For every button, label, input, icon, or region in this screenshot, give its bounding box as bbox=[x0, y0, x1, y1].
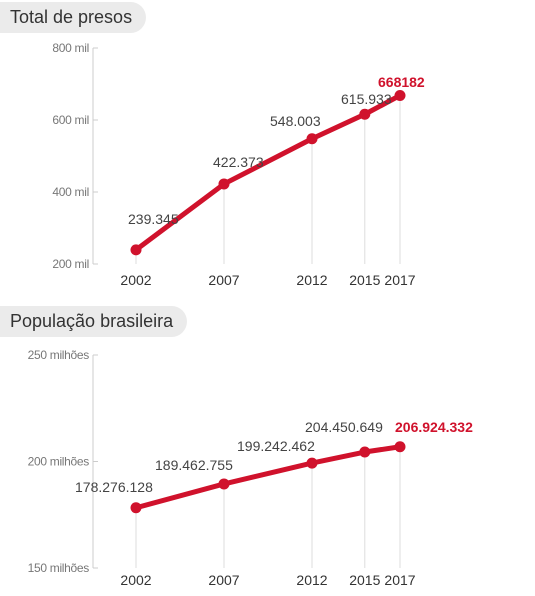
y-tick-label: 200 mil bbox=[52, 257, 89, 271]
data-point bbox=[306, 457, 318, 469]
x-tick-label: 2002 bbox=[120, 272, 151, 288]
data-label: 615.933 bbox=[341, 91, 392, 107]
data-point bbox=[218, 478, 230, 490]
data-label: 204.450.649 bbox=[305, 419, 383, 435]
x-tick-label: 2012 bbox=[296, 272, 327, 288]
data-label: 668182 bbox=[378, 74, 425, 90]
data-point bbox=[218, 178, 230, 190]
x-tick-label: 2017 bbox=[384, 272, 415, 288]
data-label: 422.373 bbox=[213, 154, 264, 170]
data-point bbox=[130, 502, 142, 514]
y-tick-label: 250 milhões bbox=[28, 348, 90, 362]
data-point bbox=[359, 108, 371, 120]
x-tick-label: 2015 bbox=[349, 272, 380, 288]
y-tick-label: 800 mil bbox=[52, 41, 89, 55]
x-tick-label: 2002 bbox=[120, 572, 151, 588]
x-tick-label: 2015 bbox=[349, 572, 380, 588]
x-tick-label: 2007 bbox=[208, 272, 239, 288]
data-point bbox=[394, 441, 406, 453]
data-label: 189.462.755 bbox=[155, 457, 233, 473]
y-tick-label: 400 mil bbox=[52, 185, 89, 199]
data-point bbox=[359, 446, 371, 458]
data-point bbox=[306, 133, 318, 145]
data-label: 199.242.462 bbox=[237, 438, 315, 454]
y-tick-label: 150 milhões bbox=[28, 561, 90, 575]
data-label: 178.276.128 bbox=[75, 479, 153, 495]
y-tick-label: 600 mil bbox=[52, 113, 89, 127]
x-tick-label: 2012 bbox=[296, 572, 327, 588]
data-label: 548.003 bbox=[270, 113, 321, 129]
x-tick-label: 2007 bbox=[208, 572, 239, 588]
data-label: 206.924.332 bbox=[395, 419, 473, 435]
x-tick-label: 2017 bbox=[384, 572, 415, 588]
chart-title-populacao: População brasileira bbox=[0, 306, 188, 337]
series-line bbox=[133, 444, 403, 511]
data-point bbox=[130, 244, 142, 256]
y-tick-label: 200 milhões bbox=[28, 455, 90, 469]
data-label: 239.345 bbox=[128, 211, 179, 227]
data-point bbox=[394, 89, 406, 101]
chart-title-presos: Total de presos bbox=[0, 2, 147, 33]
